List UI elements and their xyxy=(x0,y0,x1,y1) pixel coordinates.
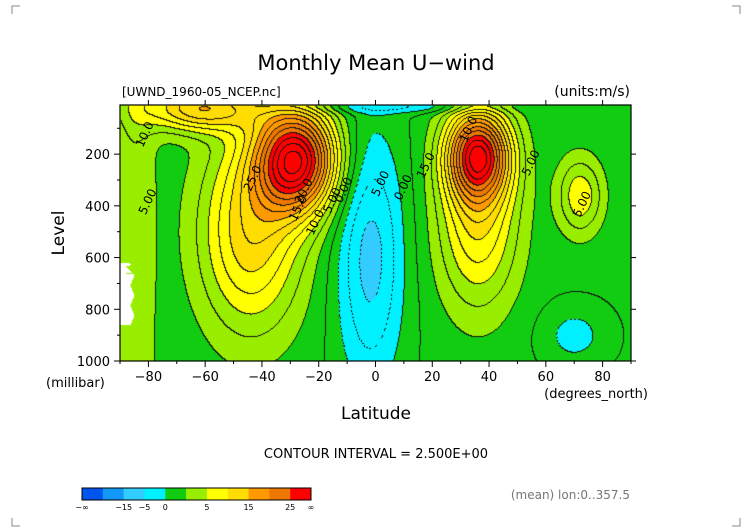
x-tick-label: 60 xyxy=(538,370,555,385)
crop-marks xyxy=(11,5,741,527)
colorbar-swatch xyxy=(227,488,249,500)
colorbar-frame xyxy=(81,487,312,501)
colorbar-swatch xyxy=(248,488,270,500)
longitude-note: (mean) lon:0..357.5 xyxy=(511,488,630,502)
x-tick-label: −60 xyxy=(191,370,218,385)
colorbar-swatch xyxy=(269,488,291,500)
colorbar-label: −∞ xyxy=(75,503,88,512)
x-axis-label: Latitude xyxy=(341,404,411,424)
colorbar-label: 15 xyxy=(243,503,253,512)
y-axis-label: Level xyxy=(49,211,69,256)
colorbar-label: ∞ xyxy=(308,503,315,512)
colorbar-labels: −∞ −15 −5 0 5 15 25 ∞ xyxy=(75,503,314,512)
colorbar-swatch xyxy=(144,488,166,500)
colorbar-swatch xyxy=(206,488,229,500)
colorbar-label: −5 xyxy=(139,503,151,512)
y-axis-units: (millibar) xyxy=(46,376,105,391)
colorbar-swatch xyxy=(82,488,104,500)
x-tick-label: −20 xyxy=(305,370,332,385)
x-axis-units: (degrees_north) xyxy=(544,387,648,402)
colorbar-swatch xyxy=(290,488,312,500)
colorbar-label: −15 xyxy=(115,503,132,512)
y-tick-label: 1000 xyxy=(77,355,110,370)
colorbar xyxy=(81,487,312,501)
contour-fill xyxy=(120,105,631,361)
colorbar-swatch xyxy=(165,488,187,500)
x-axis: −80 −60 −40 −20 0 20 40 60 80 xyxy=(119,100,632,385)
units-label: (units:m/s) xyxy=(554,84,630,100)
y-tick-label: 600 xyxy=(85,252,110,267)
x-tick-label: 80 xyxy=(594,370,611,385)
y-tick-label: 400 xyxy=(85,200,110,215)
colorbar-swatch xyxy=(102,488,125,500)
y-axis: 200 400 600 800 1000 xyxy=(77,127,636,370)
y-tick-label: 800 xyxy=(85,303,110,318)
colorbar-label: 0 xyxy=(163,503,168,512)
colorbar-swatch xyxy=(186,488,208,500)
colorbar-swatch xyxy=(123,488,145,500)
y-tick-label: 200 xyxy=(85,148,110,163)
x-tick-label: 0 xyxy=(371,370,379,385)
x-tick-label: 20 xyxy=(424,370,441,385)
x-tick-label: 40 xyxy=(481,370,498,385)
x-tick-label: −80 xyxy=(135,370,162,385)
chart-title: Monthly Mean U−wind xyxy=(257,51,494,75)
colorbar-label: 25 xyxy=(285,503,295,512)
dataset-label: [UWND_1960-05_NCEP.nc] xyxy=(122,85,281,99)
x-tick-label: −40 xyxy=(248,370,275,385)
contour-interval: CONTOUR INTERVAL = 2.500E+00 xyxy=(264,447,488,462)
colorbar-label: 5 xyxy=(204,503,209,512)
